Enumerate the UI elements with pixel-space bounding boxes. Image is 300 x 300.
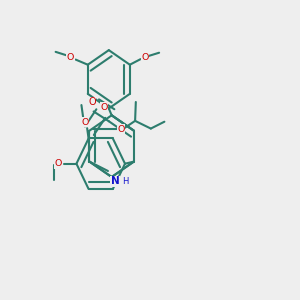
- Text: H: H: [122, 177, 129, 186]
- Text: N: N: [111, 176, 120, 186]
- Text: O: O: [81, 118, 89, 127]
- Text: O: O: [55, 159, 62, 168]
- Text: O: O: [88, 98, 96, 107]
- Text: O: O: [67, 52, 74, 62]
- Text: O: O: [117, 124, 124, 134]
- Text: O: O: [141, 52, 148, 62]
- Text: O: O: [100, 103, 108, 112]
